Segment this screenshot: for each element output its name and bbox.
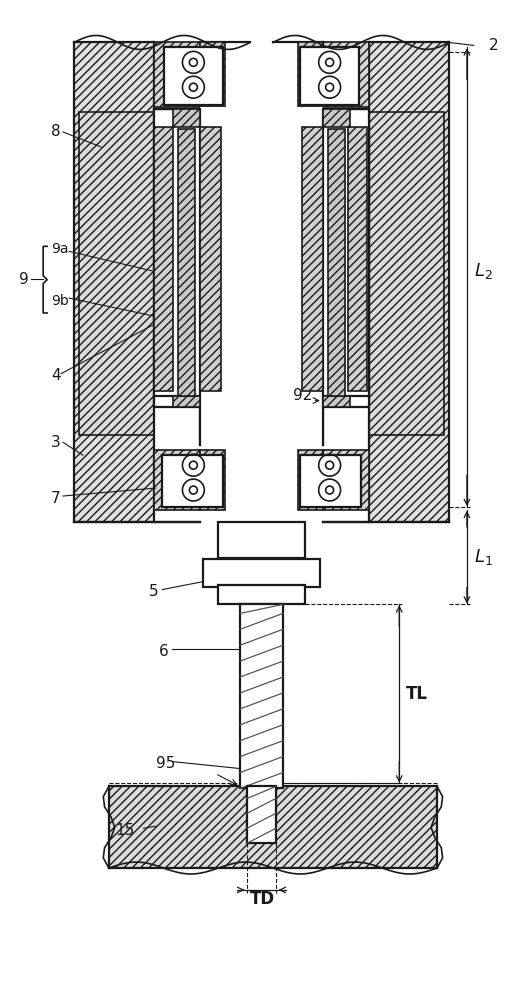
Bar — [174, 109, 200, 127]
Circle shape — [326, 486, 334, 494]
Bar — [240, 604, 283, 788]
Bar — [302, 127, 323, 391]
Text: 95: 95 — [155, 756, 175, 771]
Circle shape — [189, 58, 197, 66]
Bar — [369, 112, 444, 435]
Text: 9: 9 — [19, 272, 29, 287]
Bar — [323, 109, 349, 127]
Bar — [154, 127, 174, 391]
Bar — [162, 455, 223, 507]
Text: 8: 8 — [51, 124, 61, 139]
Bar — [74, 42, 154, 522]
Bar — [154, 450, 200, 510]
Bar — [300, 455, 361, 507]
Bar — [174, 396, 200, 407]
Bar — [200, 450, 225, 510]
Text: 9a: 9a — [51, 242, 69, 256]
Bar — [200, 42, 225, 107]
Bar — [218, 522, 305, 558]
Text: $L_2$: $L_2$ — [474, 261, 493, 281]
Bar — [218, 585, 305, 604]
Bar — [323, 450, 369, 510]
Text: 4: 4 — [51, 368, 61, 383]
Text: 92: 92 — [293, 388, 312, 403]
Text: 3: 3 — [51, 435, 61, 450]
Bar — [323, 42, 369, 107]
Text: 15: 15 — [116, 823, 135, 838]
Text: 6: 6 — [158, 644, 168, 659]
Bar — [302, 109, 369, 407]
Text: TL: TL — [406, 685, 428, 703]
Bar — [298, 450, 323, 510]
Circle shape — [326, 58, 334, 66]
Bar — [154, 109, 221, 407]
Bar — [369, 42, 449, 522]
Text: $L_1$: $L_1$ — [474, 547, 493, 567]
Text: 2: 2 — [489, 38, 498, 53]
Text: 5: 5 — [149, 584, 158, 599]
Bar — [200, 127, 221, 391]
Bar — [247, 786, 276, 843]
Bar — [327, 129, 345, 396]
Circle shape — [189, 83, 197, 91]
Bar — [178, 129, 196, 396]
Text: 9b: 9b — [51, 294, 69, 308]
Circle shape — [326, 461, 334, 469]
Circle shape — [326, 83, 334, 91]
Bar — [348, 127, 368, 391]
Text: TD: TD — [249, 890, 275, 908]
Bar — [164, 47, 223, 105]
Circle shape — [189, 486, 197, 494]
Bar — [200, 107, 323, 445]
Bar — [203, 559, 320, 587]
Bar — [109, 786, 437, 868]
Bar — [323, 396, 349, 407]
Circle shape — [189, 461, 197, 469]
Bar — [79, 112, 154, 435]
Bar — [154, 42, 200, 107]
Bar — [298, 42, 323, 107]
Bar — [300, 47, 359, 105]
Text: 7: 7 — [51, 491, 61, 506]
